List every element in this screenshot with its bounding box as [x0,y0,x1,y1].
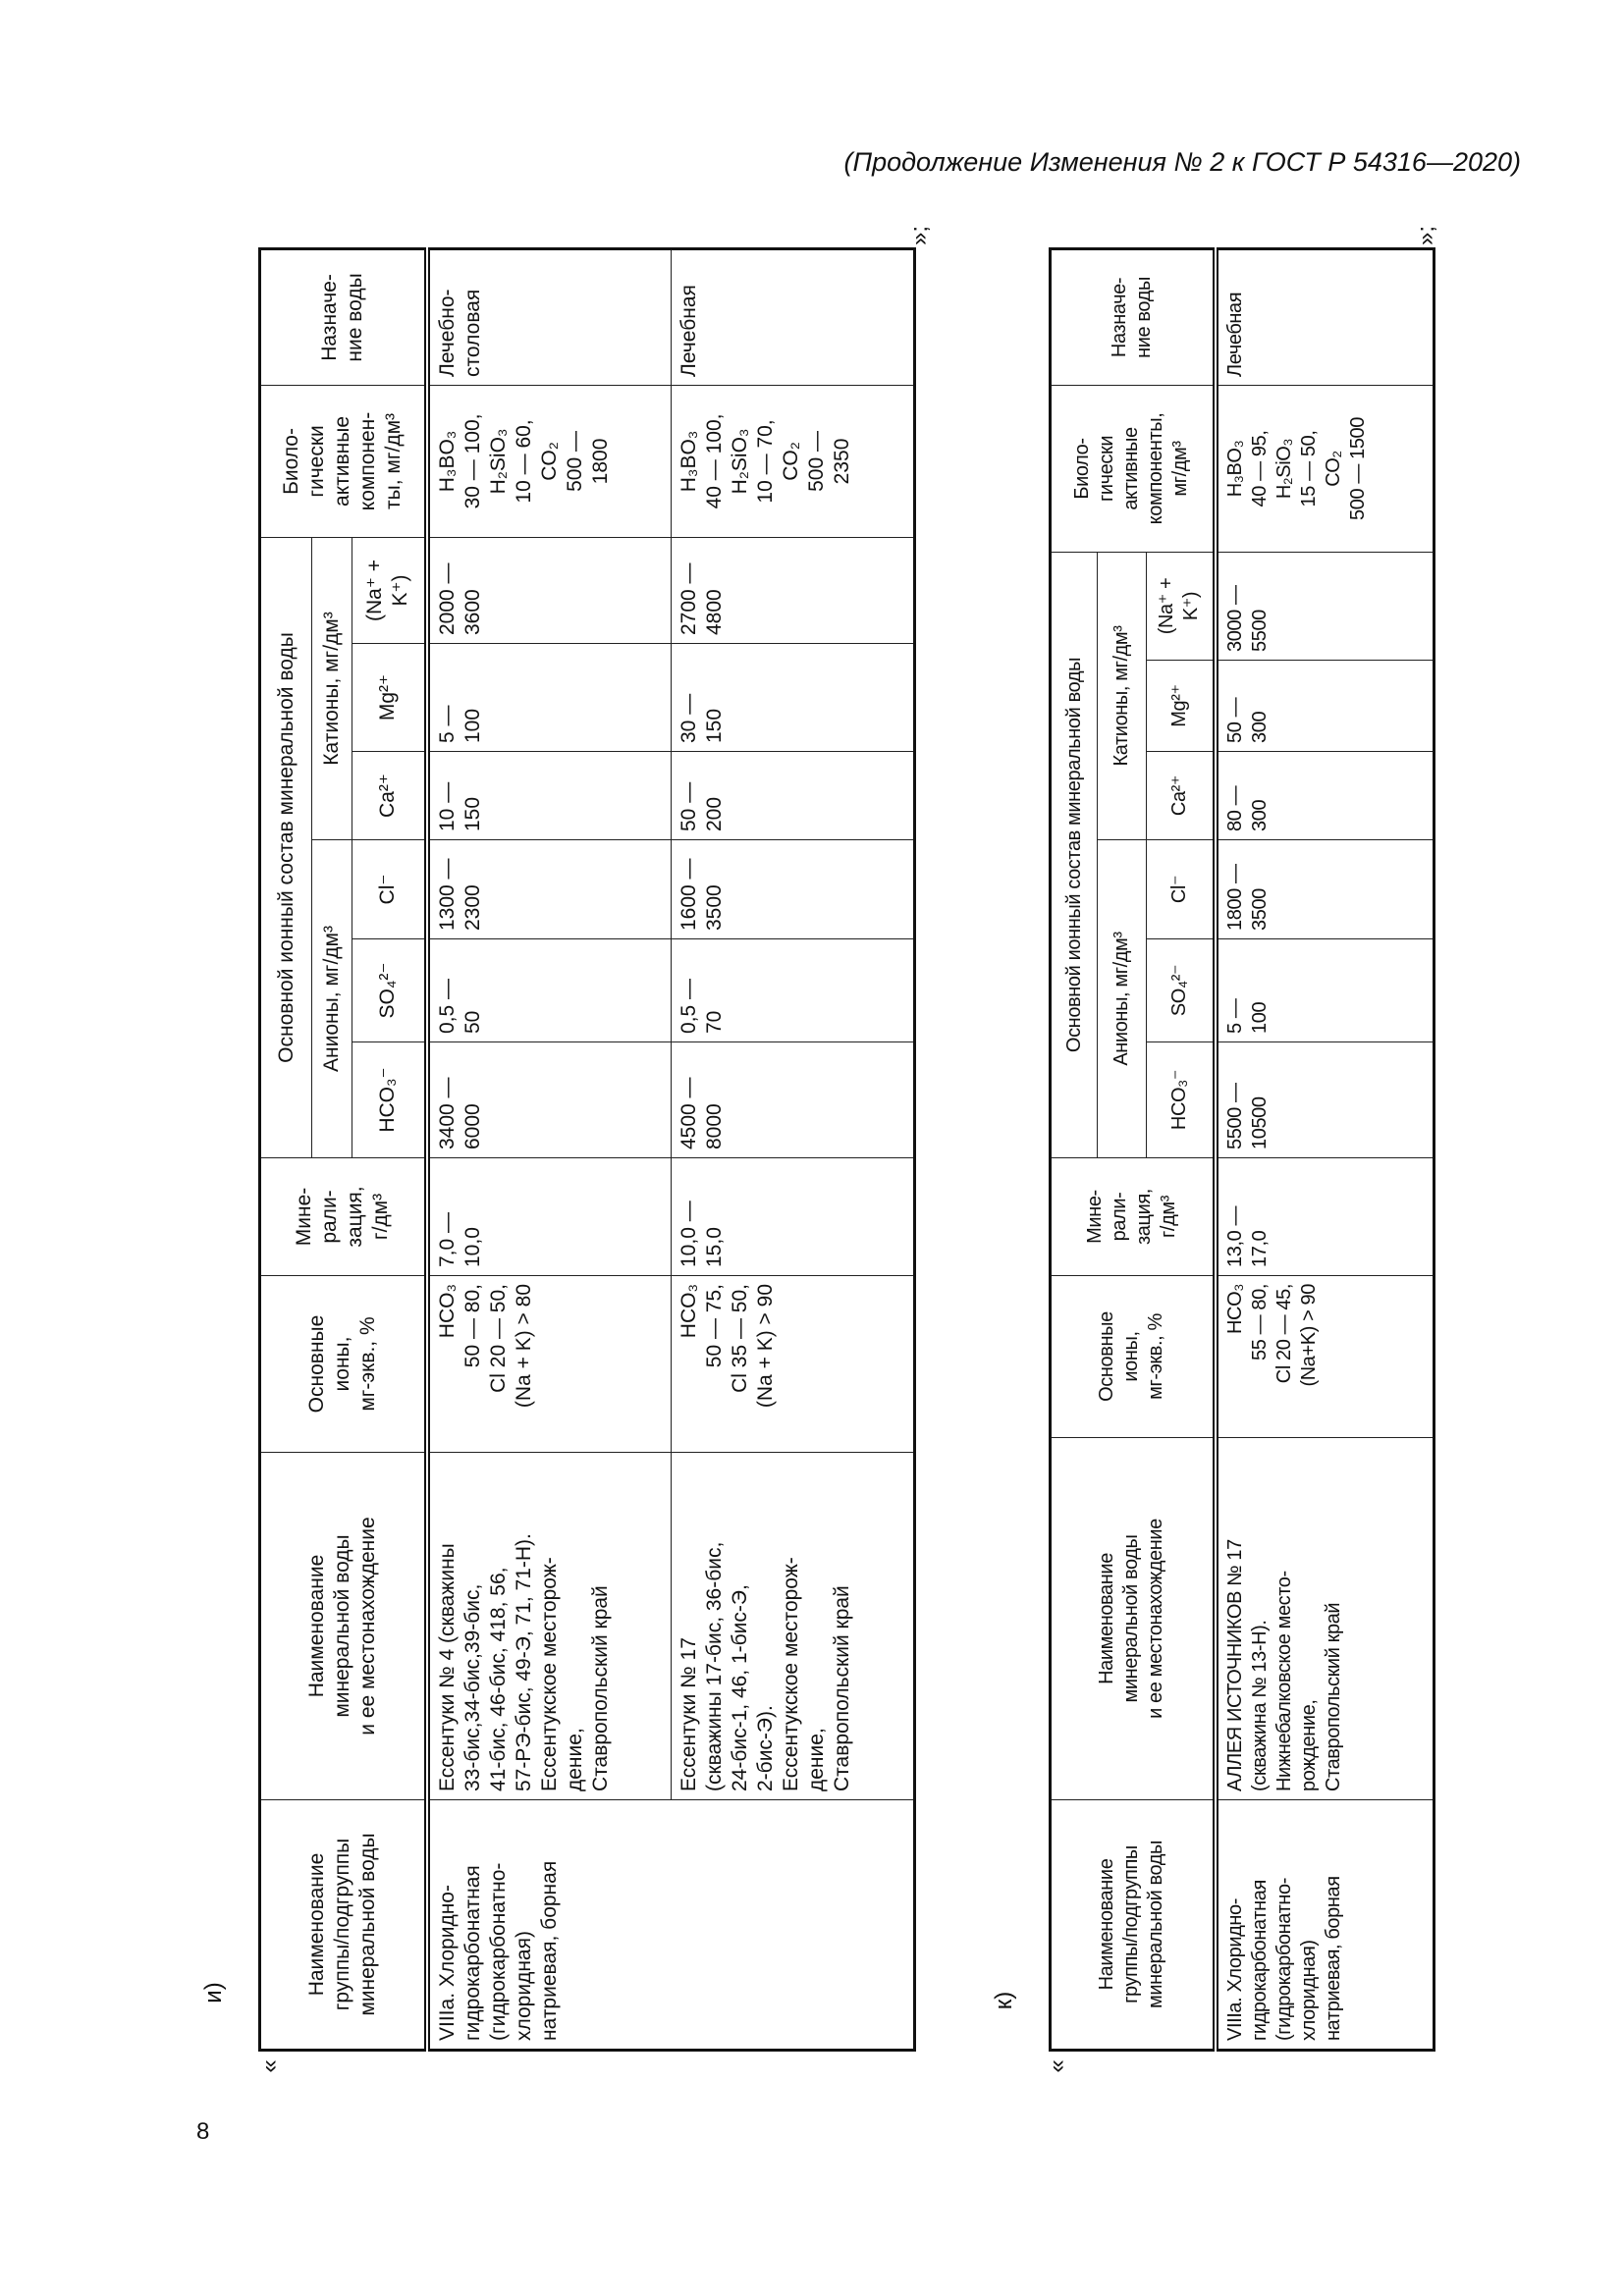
ions-cell: HCO₃ 50 — 80, Cl 20 — 50, (Na + K) > 80 [426,1275,671,1453]
so4-cell: 5 — 100 [1215,938,1435,1042]
header-bio: Биоло- гически активные компоненты, мг/д… [1050,385,1216,553]
hco3-cell: 5500 — 10500 [1215,1041,1435,1158]
ca-cell: 10 — 150 [426,751,671,840]
header-group: Наименование группы/подгруппы минерально… [1050,1799,1216,2051]
header-nak: (Na⁺ + K⁺) [1146,552,1216,661]
name-cell: Ессентуки № 4 (скважины 33-бис,34-бис,39… [426,1452,671,1800]
table-2-label: к) [991,1991,1017,2010]
data-table: Наименование группы/подгруппы минерально… [1049,246,1435,2052]
cl-cell: 1800 — 3500 [1215,839,1435,939]
header-ions: Основные ионы, мг-экв., % [259,1275,427,1453]
header-hco3: HCO₃⁻ [352,1041,427,1158]
header-name: Наименование минеральной воды и ее место… [1050,1437,1216,1800]
header-ionic-composition: Основной ионный состав минеральной воды [259,537,312,1158]
header-purpose: Назначе- ние воды [259,248,427,386]
header-purpose: Назначе- ние воды [1050,248,1216,386]
header-note: (Продолжение Изменения № 2 к ГОСТ Р 5431… [843,147,1521,177]
bio-cell: H₃BO₃ 30 — 100, H₂SiO₃ 10 — 60, CO₂ 500 … [426,385,671,538]
mineral-cell: 10,0 — 15,0 [671,1157,915,1276]
header-bio: Биоло- гически активные компонен- ты, мг… [259,385,427,538]
header-name: Наименование минеральной воды и ее место… [259,1452,427,1800]
purpose-cell: Лечебная [671,248,915,386]
mg-cell: 30 — 150 [671,643,915,752]
mg-cell: 50 — 300 [1215,660,1435,752]
table-1-label: и) [200,1982,227,2003]
header-cl: Cl⁻ [352,839,427,939]
cl-cell: 1300 — 2300 [426,839,671,939]
bio-cell: H₃BO₃ 40 — 95, H₂SiO₃ 15 — 50, CO₂ 500 —… [1215,385,1435,553]
page-number: 8 [196,2118,210,2145]
group-cell: VIIIa. Хлоридно- гидрокарбонатная (гидро… [1215,1799,1435,2051]
header-ca: Ca²⁺ [352,751,427,840]
cl-cell: 1600 — 3500 [671,839,915,939]
mineral-cell: 7,0 — 10,0 [426,1157,671,1276]
table-mineral-water-i: Наименование группы/подгруппы минерально… [258,246,916,2052]
ions-cell: HCO₃ 50 — 75, Cl 35 — 50, (Na + K) > 90 [671,1275,915,1453]
header-mineral: Мине- рали- зация, г/дм³ [259,1157,427,1276]
header-cations: Катионы, мг/дм³ [311,537,352,840]
header-mg: Mg²⁺ [352,643,427,752]
header-mineral: Мине- рали- зация, г/дм³ [1050,1157,1216,1276]
header-nak: (Na⁺ + K⁺) [352,537,427,644]
purpose-cell: Лечебно- столовая [426,248,671,386]
header-so4: SO₄²⁻ [1146,938,1216,1042]
table-row: VIIIa. Хлоридно- гидрокарбонатная (гидро… [1215,248,1435,2051]
nak-cell: 2000 — 3600 [426,537,671,644]
header-so4: SO₄²⁻ [352,938,427,1042]
data-table: Наименование группы/подгруппы минерально… [258,246,916,2052]
table-2-close-quote: »; [1413,225,1439,246]
header-mg: Mg²⁺ [1146,660,1216,752]
header-group: Наименование группы/подгруппы минерально… [259,1799,427,2051]
ions-cell: HCO₃ 55 — 80, Cl 20 — 45, (Na+K) > 90 [1215,1275,1435,1438]
hco3-cell: 3400 — 6000 [426,1041,671,1158]
table-1-open-quote: « [256,2059,283,2073]
nak-cell: 2700 — 4800 [671,537,915,644]
table-mineral-water-k: Наименование группы/подгруппы минерально… [1049,246,1435,2052]
header-cations: Катионы, мг/дм³ [1097,552,1147,840]
bio-cell: H₃BO₃ 40 — 100, H₂SiO₃ 10 — 70, CO₂ 500 … [671,385,915,538]
mg-cell: 5 — 100 [426,643,671,752]
header-ionic-composition: Основной ионный состав минеральной воды [1050,552,1098,1158]
header-anions: Анионы, мг/дм³ [1097,839,1147,1158]
hco3-cell: 4500 — 8000 [671,1041,915,1158]
ca-cell: 50 — 200 [671,751,915,840]
table-row: VIIIa. Хлоридно- гидрокарбонатная (гидро… [426,248,915,2051]
header-ca: Ca²⁺ [1146,751,1216,840]
so4-cell: 0,5 — 50 [426,938,671,1042]
header-ions: Основные ионы, мг-экв., % [1050,1275,1216,1438]
header-anions: Анионы, мг/дм³ [311,839,352,1158]
table-1-close-quote: »; [906,225,933,246]
table-row: Ессентуки № 17 (скважины 17-бис, 36-бис,… [671,248,915,2050]
so4-cell: 0,5 — 70 [671,938,915,1042]
table-2-open-quote: « [1044,2059,1070,2073]
purpose-cell: Лечебная [1215,248,1435,386]
name-cell: АЛЛЕЯ ИСТОЧНИКОВ № 17 (скважина № 13-Н).… [1215,1437,1435,1800]
nak-cell: 3000 — 5500 [1215,552,1435,661]
mineral-cell: 13,0 — 17,0 [1215,1157,1435,1276]
ca-cell: 80 — 300 [1215,751,1435,840]
name-cell: Ессентуки № 17 (скважины 17-бис, 36-бис,… [671,1452,915,1800]
group-cell: VIIIa. Хлоридно- гидрокарбонатная (гидро… [426,1799,915,2051]
header-hco3: HCO₃⁻ [1146,1041,1216,1158]
header-cl: Cl⁻ [1146,839,1216,939]
